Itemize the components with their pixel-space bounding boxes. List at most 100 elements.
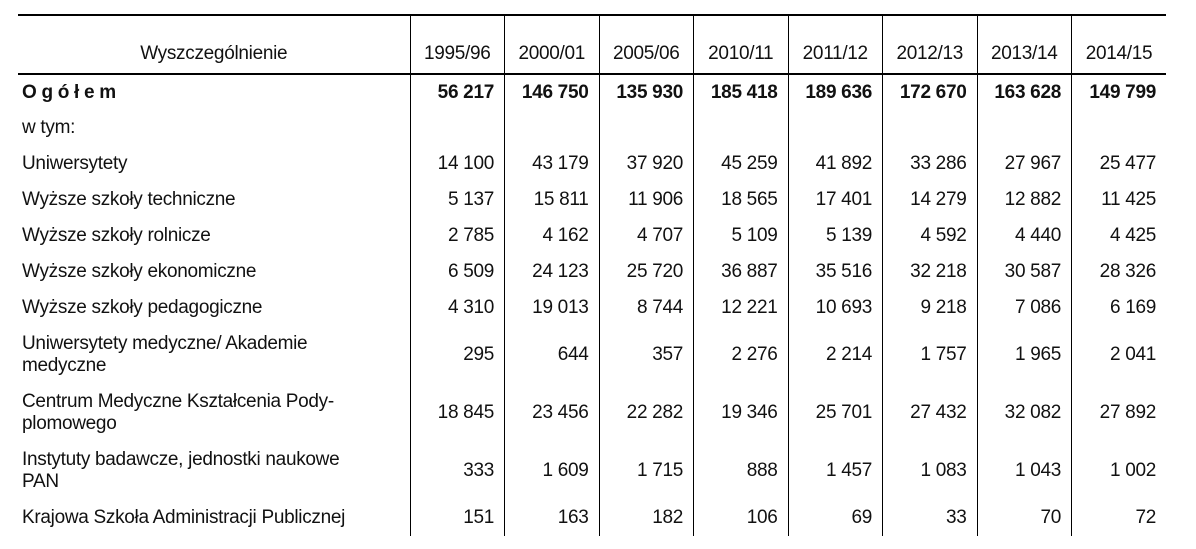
label-line: Wyższe szkoły techniczne	[22, 189, 408, 211]
value-cell: 45 259	[693, 146, 788, 182]
value-cell: 25 720	[598, 254, 694, 290]
value-cell: 1 715	[598, 442, 694, 500]
value-cell: 4 310	[409, 290, 505, 326]
value-cell: 32 218	[882, 254, 977, 290]
table-row: w tym:	[18, 110, 1166, 146]
value-cell: 6 169	[1071, 290, 1166, 326]
value-cell: 7 086	[976, 290, 1072, 326]
value-cell: 5 109	[693, 218, 788, 254]
label-text: Krajowa Szkoła Administracji Publicznej	[22, 507, 346, 528]
value-cell	[976, 110, 1072, 146]
value-cell: 27 967	[976, 146, 1072, 182]
label-text: Wyższe szkoły techniczne	[22, 189, 236, 210]
value-cell: 163 628	[976, 74, 1072, 110]
value-cell: 19 013	[504, 290, 599, 326]
label-line: Uniwersytety	[22, 153, 408, 175]
table-row: Krajowa Szkoła Administracji Publicznej 1…	[18, 500, 1166, 536]
header-cell: 2010/11	[693, 14, 788, 75]
value-cell: 23 456	[504, 384, 599, 442]
table-row: O g ó ł e m 56 217 146 750 135 930 185 418 18…	[18, 74, 1166, 110]
label-line: PAN	[22, 471, 408, 493]
header-cell: 2012/13	[882, 14, 977, 75]
value-cell: 69	[787, 500, 883, 536]
label-line: Centrum Medyczne Kształcenia Pody-	[22, 391, 408, 413]
value-cell: 27 892	[1071, 384, 1166, 442]
value-cell: 333	[409, 442, 505, 500]
value-cell: 11 906	[598, 182, 694, 218]
value-cell: 5 139	[787, 218, 883, 254]
label-line: Wyższe szkoły ekonomiczne	[22, 261, 408, 283]
value-cell: 15 811	[504, 182, 599, 218]
value-cell: 27 432	[882, 384, 977, 442]
label-text: Wyższe szkoły pedagogiczne	[22, 297, 263, 318]
label-line: O g ó ł e m	[22, 82, 408, 104]
value-cell: 1 965	[976, 326, 1072, 384]
value-cell: 4 425	[1071, 218, 1166, 254]
label-text: Centrum Medyczne Kształcenia Pody-	[22, 391, 334, 412]
value-cell: 888	[693, 442, 788, 500]
header-cell: 2005/06	[598, 14, 694, 75]
value-cell: 18 845	[409, 384, 505, 442]
table-row: Centrum Medyczne Kształcenia Pody-plomow…	[18, 384, 1166, 442]
table-row: Instytuty badawcze, jednostki naukowe PAN…	[18, 442, 1166, 500]
header-cell: 2013/14	[976, 14, 1072, 75]
value-cell: 146 750	[504, 74, 599, 110]
value-cell: 35 516	[787, 254, 883, 290]
value-cell: 4 707	[598, 218, 694, 254]
value-cell: 14 100	[409, 146, 505, 182]
value-cell	[598, 110, 694, 146]
table-row: Wyższe szkoły ekonomiczne 6 509 24 123 25 7…	[18, 254, 1166, 290]
value-cell: 10 693	[787, 290, 883, 326]
value-cell: 12 882	[976, 182, 1072, 218]
row-label: Wyższe szkoły techniczne	[18, 182, 410, 218]
value-cell: 8 744	[598, 290, 694, 326]
label-text: Wyższe szkoły rolnicze	[22, 225, 211, 246]
label-line: Instytuty badawcze, jednostki naukowe	[22, 449, 408, 471]
value-cell: 4 162	[504, 218, 599, 254]
data-table: Wyszczególnienie 1995/96 2000/01 2005/06 201…	[18, 14, 1166, 536]
label-line: Wyższe szkoły rolnicze	[22, 225, 408, 247]
value-cell: 11 425	[1071, 182, 1166, 218]
value-cell: 30 587	[976, 254, 1072, 290]
value-cell: 72	[1071, 500, 1166, 536]
value-cell: 41 892	[787, 146, 883, 182]
header-cell: 2011/12	[787, 14, 883, 75]
row-label: Uniwersytety medyczne/ Akademie medyczne	[18, 326, 410, 384]
value-cell: 33	[882, 500, 977, 536]
value-cell: 151	[409, 500, 505, 536]
label-text: w tym:	[22, 117, 76, 138]
value-cell: 5 137	[409, 182, 505, 218]
label-text: PAN	[22, 471, 59, 492]
value-cell: 43 179	[504, 146, 599, 182]
value-cell: 32 082	[976, 384, 1072, 442]
value-cell: 106	[693, 500, 788, 536]
value-cell: 36 887	[693, 254, 788, 290]
value-cell: 19 346	[693, 384, 788, 442]
label-text: Wyższe szkoły ekonomiczne	[22, 261, 257, 282]
label-text: plomowego	[22, 413, 117, 434]
value-cell: 182	[598, 500, 694, 536]
value-cell: 1 757	[882, 326, 977, 384]
value-cell: 2 785	[409, 218, 505, 254]
row-label: w tym:	[18, 110, 410, 146]
table-row: Uniwersytety 14 100 43 179 37 920 45 259 41 8…	[18, 146, 1166, 182]
value-cell	[882, 110, 977, 146]
label-line: medyczne	[22, 355, 408, 377]
value-cell: 189 636	[787, 74, 883, 110]
value-cell	[693, 110, 788, 146]
table-row: Uniwersytety medyczne/ Akademie medyczne 2…	[18, 326, 1166, 384]
value-cell: 2 214	[787, 326, 883, 384]
value-cell: 163	[504, 500, 599, 536]
value-cell: 18 565	[693, 182, 788, 218]
value-cell	[1071, 110, 1166, 146]
value-cell: 12 221	[693, 290, 788, 326]
label-text: Instytuty badawcze, jednostki naukowe	[22, 449, 340, 470]
value-cell: 149 799	[1071, 74, 1166, 110]
label-line: plomowego	[22, 413, 408, 435]
table-row: Wyższe szkoły pedagogiczne 4 310 19 013 8 7…	[18, 290, 1166, 326]
table-row: Wyższe szkoły rolnicze 2 785 4 162 4 707 5 1…	[18, 218, 1166, 254]
value-cell: 4 592	[882, 218, 977, 254]
label-text: medyczne	[22, 355, 107, 376]
value-cell: 24 123	[504, 254, 599, 290]
value-cell: 28 326	[1071, 254, 1166, 290]
